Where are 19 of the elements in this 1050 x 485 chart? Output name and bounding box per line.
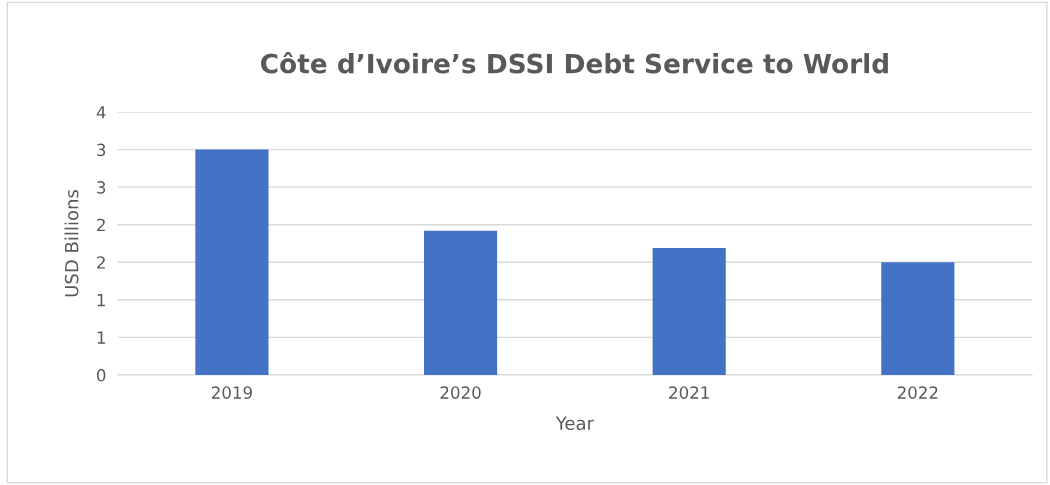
bar (423, 230, 498, 375)
x-tick-label: 2020 (440, 386, 481, 399)
bar (652, 247, 726, 375)
bar (195, 149, 269, 375)
x-tick-label: 2022 (897, 386, 938, 399)
y-tick-label: 3 (97, 181, 106, 194)
y-tick-label: 2 (97, 218, 105, 232)
y-tick-label: 4 (96, 106, 106, 119)
x-tick-label: 2019 (211, 386, 252, 399)
bar (881, 262, 955, 375)
y-tick-label: 1 (97, 331, 105, 344)
x-axis-title: Year (555, 416, 594, 431)
y-axis-title: USD Billions (64, 190, 79, 297)
chart-title: Côte d’Ivoire’s DSSI Debt Service to World (260, 52, 888, 74)
y-tick-label: 2 (97, 256, 105, 269)
y-tick-label: 1 (97, 293, 105, 307)
y-tick-label: 3 (97, 143, 106, 157)
x-tick-label: 2021 (669, 386, 709, 399)
y-tick-label: 0 (96, 368, 106, 382)
